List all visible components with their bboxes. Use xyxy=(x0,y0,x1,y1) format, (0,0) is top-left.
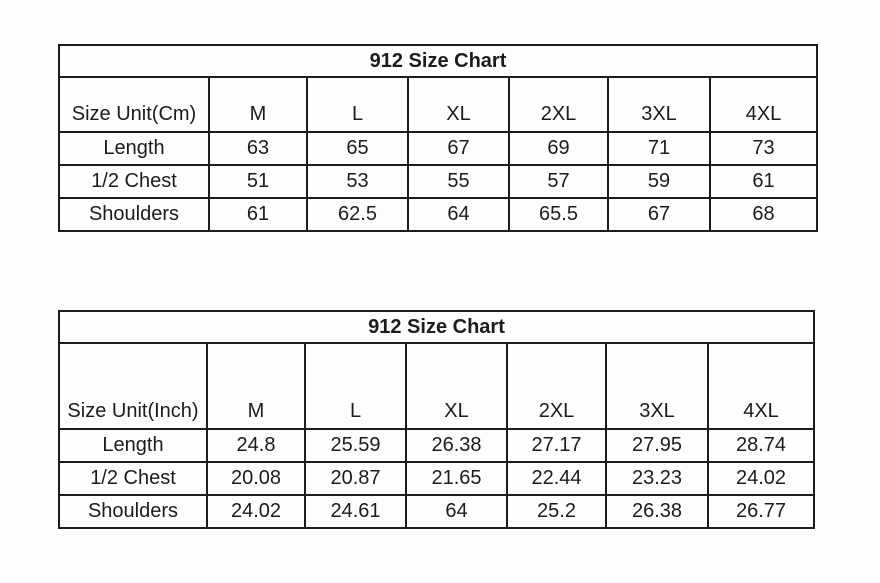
value-cell: 24.02 xyxy=(206,494,306,529)
table-title: 912 Size Chart xyxy=(58,310,815,344)
value-cell: 53 xyxy=(306,164,409,199)
value-cell: 65 xyxy=(306,131,409,166)
value-cell: 62.5 xyxy=(306,197,409,232)
column-header-4xl: 4XL xyxy=(707,342,815,430)
data-row-shoulders: Shoulders 24.02 24.61 64 25.2 26.38 26.7… xyxy=(58,494,815,529)
value-cell: 25.59 xyxy=(304,428,407,463)
row-label: Length xyxy=(58,131,210,166)
value-cell: 24.02 xyxy=(707,461,815,496)
value-cell: 25.2 xyxy=(506,494,607,529)
column-header-l: L xyxy=(306,76,409,133)
value-cell: 20.87 xyxy=(304,461,407,496)
row-label: Shoulders xyxy=(58,197,210,232)
unit-label-cell: Size Unit(Inch) xyxy=(58,342,208,430)
column-header-3xl: 3XL xyxy=(607,76,711,133)
value-cell: 63 xyxy=(208,131,308,166)
column-header-3xl: 3XL xyxy=(605,342,709,430)
column-header-xl: XL xyxy=(407,76,510,133)
value-cell: 59 xyxy=(607,164,711,199)
value-cell: 26.38 xyxy=(405,428,508,463)
value-cell: 27.17 xyxy=(506,428,607,463)
row-label: Length xyxy=(58,428,208,463)
column-header-xl: XL xyxy=(405,342,508,430)
value-cell: 71 xyxy=(607,131,711,166)
value-cell: 61 xyxy=(709,164,818,199)
table-title: 912 Size Chart xyxy=(58,44,818,78)
value-cell: 67 xyxy=(607,197,711,232)
title-row: 912 Size Chart xyxy=(58,44,818,78)
unit-label-cell: Size Unit(Cm) xyxy=(58,76,210,133)
value-cell: 23.23 xyxy=(605,461,709,496)
column-header-l: L xyxy=(304,342,407,430)
value-cell: 26.38 xyxy=(605,494,709,529)
value-cell: 28.74 xyxy=(707,428,815,463)
title-row: 912 Size Chart xyxy=(58,310,815,344)
row-label: Shoulders xyxy=(58,494,208,529)
data-row-length: Length 24.8 25.59 26.38 27.17 27.95 28.7… xyxy=(58,428,815,463)
column-header-4xl: 4XL xyxy=(709,76,818,133)
header-row: Size Unit(Inch) M L XL 2XL 3XL 4XL xyxy=(58,342,815,430)
data-row-half-chest: 1/2 Chest 20.08 20.87 21.65 22.44 23.23 … xyxy=(58,461,815,496)
value-cell: 67 xyxy=(407,131,510,166)
data-row-length: Length 63 65 67 69 71 73 xyxy=(58,131,818,166)
column-header-m: M xyxy=(208,76,308,133)
value-cell: 57 xyxy=(508,164,609,199)
column-header-m: M xyxy=(206,342,306,430)
value-cell: 22.44 xyxy=(506,461,607,496)
value-cell: 68 xyxy=(709,197,818,232)
value-cell: 20.08 xyxy=(206,461,306,496)
value-cell: 24.8 xyxy=(206,428,306,463)
row-label: 1/2 Chest xyxy=(58,164,210,199)
value-cell: 69 xyxy=(508,131,609,166)
column-header-2xl: 2XL xyxy=(508,76,609,133)
column-header-2xl: 2XL xyxy=(506,342,607,430)
size-chart-inch-table: 912 Size Chart Size Unit(Inch) M L XL 2X… xyxy=(58,310,815,529)
data-row-shoulders: Shoulders 61 62.5 64 65.5 67 68 xyxy=(58,197,818,232)
data-row-half-chest: 1/2 Chest 51 53 55 57 59 61 xyxy=(58,164,818,199)
value-cell: 73 xyxy=(709,131,818,166)
value-cell: 26.77 xyxy=(707,494,815,529)
value-cell: 65.5 xyxy=(508,197,609,232)
size-chart-cm-table: 912 Size Chart Size Unit(Cm) M L XL 2XL … xyxy=(58,44,818,232)
value-cell: 24.61 xyxy=(304,494,407,529)
header-row: Size Unit(Cm) M L XL 2XL 3XL 4XL xyxy=(58,76,818,133)
value-cell: 64 xyxy=(405,494,508,529)
value-cell: 61 xyxy=(208,197,308,232)
value-cell: 27.95 xyxy=(605,428,709,463)
value-cell: 51 xyxy=(208,164,308,199)
row-label: 1/2 Chest xyxy=(58,461,208,496)
value-cell: 21.65 xyxy=(405,461,508,496)
value-cell: 64 xyxy=(407,197,510,232)
value-cell: 55 xyxy=(407,164,510,199)
